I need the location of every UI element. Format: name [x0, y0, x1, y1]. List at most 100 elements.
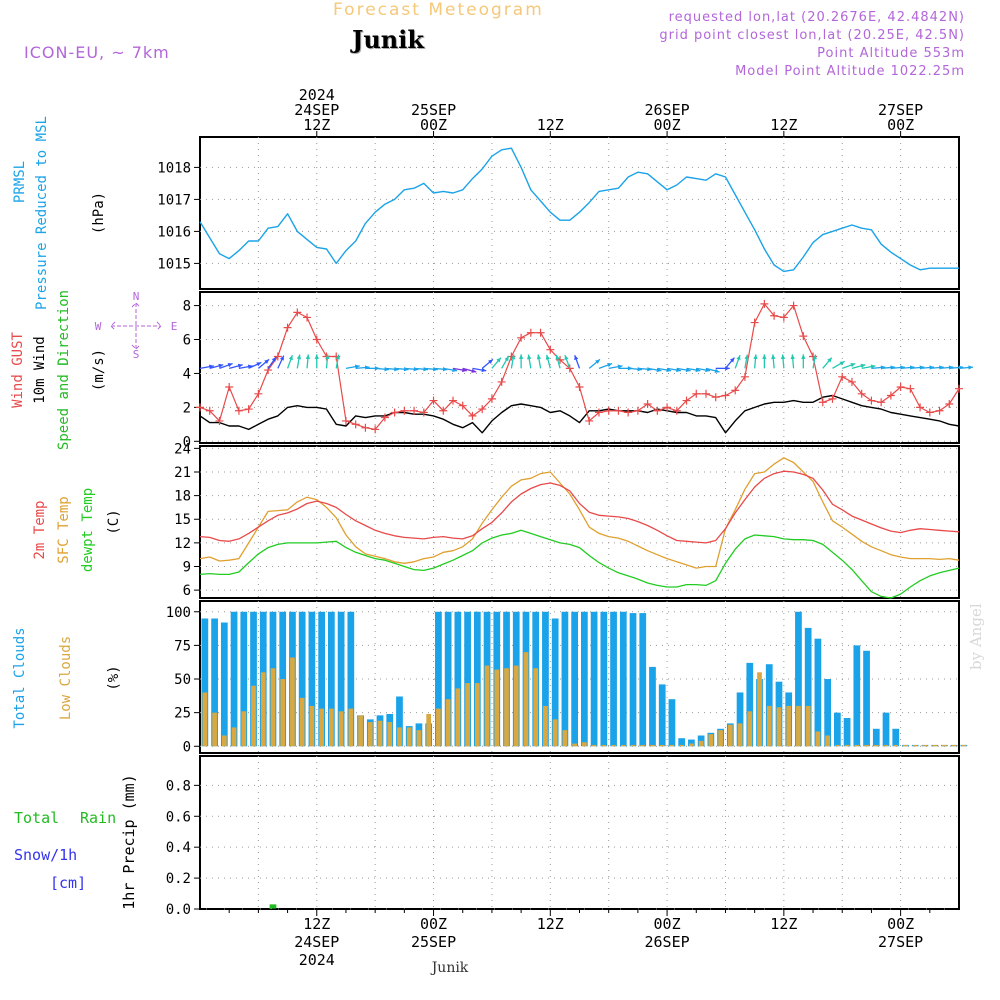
- total-clouds-bar: [668, 699, 676, 747]
- total-clouds-bar: [230, 611, 238, 747]
- total-clouds-bar: [853, 645, 861, 747]
- wind-gust-marker: [439, 406, 448, 415]
- low-clouds-bar: [951, 744, 957, 747]
- total-clouds-bar: [201, 618, 209, 747]
- total-clouds-bar: [542, 611, 549, 747]
- wind-gust-marker: [828, 394, 837, 403]
- total-clouds-bar: [561, 611, 569, 747]
- low-clouds-bar: [504, 668, 509, 747]
- total-clouds-bar: [658, 684, 666, 747]
- wind-direction-arrow: [822, 357, 833, 369]
- total-clouds-bar: [746, 662, 754, 747]
- low-clouds-bar: [338, 711, 344, 747]
- wind-direction-arrow: [832, 360, 845, 369]
- total-clouds-bar: [473, 611, 481, 747]
- pressure-ytick-label: 1017: [157, 192, 191, 208]
- time-label-top: 2024: [299, 86, 335, 104]
- total-clouds-bar: [211, 618, 218, 747]
- low-clouds-bar: [747, 711, 753, 747]
- low-clouds-bar: [455, 688, 461, 747]
- low-clouds-bar: [367, 722, 373, 747]
- low-clouds-bar: [309, 705, 315, 747]
- wind-direction-arrow: [780, 354, 786, 369]
- wind-direction-arrow: [501, 355, 510, 369]
- wind-gust-marker: [478, 405, 487, 414]
- precip-legend-snow: Snow/1h: [14, 846, 77, 864]
- wind-gust-marker: [225, 383, 234, 392]
- temp-ylabel-sfc: SFC Temp: [56, 496, 72, 563]
- wind-direction-arrow: [545, 354, 551, 369]
- compass-s: S: [133, 348, 140, 361]
- wind-direction-arrow: [305, 354, 311, 369]
- wind-gust-marker: [896, 383, 905, 392]
- low-clouds-bar: [893, 744, 899, 747]
- wind-gust-marker: [711, 393, 720, 402]
- wind-gust-marker: [731, 386, 740, 395]
- wind-gust-marker: [205, 406, 214, 415]
- wind-direction-arrow: [325, 354, 330, 369]
- pressure-ytick-label: 1016: [157, 224, 191, 240]
- wind-gust-marker: [196, 403, 204, 412]
- low-clouds-bar: [319, 708, 324, 747]
- wind-speed-line: [199, 394, 960, 434]
- pressure-panel: 1015 1016 1017 1018: [157, 136, 960, 290]
- wind-gust-marker: [838, 372, 847, 381]
- low-clouds-bar: [290, 657, 295, 747]
- low-clouds-bar: [358, 715, 363, 747]
- wind-gust-marker: [429, 396, 438, 405]
- wind-gust-marker: [371, 425, 380, 434]
- time-label-top: 12Z: [770, 116, 797, 134]
- wind-gust-marker: [935, 406, 944, 415]
- wind-gust-marker: [575, 383, 584, 392]
- wind-direction-arrow: [481, 358, 494, 369]
- wind-gust-marker: [789, 301, 798, 310]
- wind-ylabel-unit: (m/s): [91, 349, 107, 391]
- low-clouds-bar: [241, 711, 247, 747]
- precip-ytick-label: 0.8: [166, 778, 191, 794]
- low-clouds-bar: [494, 669, 500, 747]
- wind-gust-marker: [886, 391, 895, 400]
- low-clouds-bar: [805, 705, 811, 747]
- wind-gust-marker: [867, 396, 876, 405]
- wind-gust-marker: [945, 399, 954, 408]
- wind-gust-marker: [410, 406, 419, 415]
- temp-ylabel-2m: 2m Temp: [32, 500, 48, 559]
- low-clouds-bar: [474, 683, 480, 747]
- time-label-bottom: 12Z: [770, 915, 797, 933]
- wind-direction-arrow: [462, 367, 477, 373]
- wind-direction-arrow: [296, 354, 302, 369]
- total-clouds-bar: [804, 627, 812, 747]
- low-clouds-bar: [708, 734, 714, 747]
- total-clouds-bar: [892, 728, 900, 747]
- wind-gust-marker: [604, 406, 613, 415]
- time-label-top: 12Z: [537, 116, 564, 134]
- low-clouds-bar: [377, 720, 383, 747]
- low-clouds-bar: [280, 679, 286, 747]
- low-clouds-bar: [873, 744, 879, 747]
- time-label-bottom: 24SEP: [294, 933, 339, 951]
- total-clouds-bar: [795, 611, 802, 747]
- total-clouds-bar: [571, 611, 578, 747]
- low-clouds-bar: [416, 730, 422, 747]
- wind-direction-arrow: [277, 355, 285, 369]
- wind-direction-arrow: [958, 365, 974, 370]
- low-clouds-bar: [591, 744, 597, 747]
- clouds-panel: 0 25 50 75 100: [166, 600, 960, 755]
- wind-gust-marker: [380, 413, 389, 422]
- low-clouds-bar: [484, 665, 490, 747]
- temperature-ytick-label: 12: [174, 536, 191, 552]
- low-clouds-bar: [844, 744, 850, 747]
- low-clouds-bar: [727, 724, 733, 747]
- temp-2m-line: [199, 470, 960, 544]
- wind-direction-arrow: [491, 357, 502, 369]
- wind-direction-arrow: [724, 357, 735, 369]
- total-clouds-bar: [454, 611, 462, 747]
- low-clouds-bar: [679, 744, 685, 747]
- wind-gust-marker: [468, 411, 477, 420]
- time-label-bottom: 12Z: [537, 915, 564, 933]
- wind-direction-arrow: [335, 354, 341, 369]
- wind-direction-arrow: [771, 354, 776, 369]
- low-clouds-bar: [436, 708, 441, 747]
- wind-direction-arrow: [715, 366, 730, 371]
- low-clouds-bar: [854, 744, 860, 747]
